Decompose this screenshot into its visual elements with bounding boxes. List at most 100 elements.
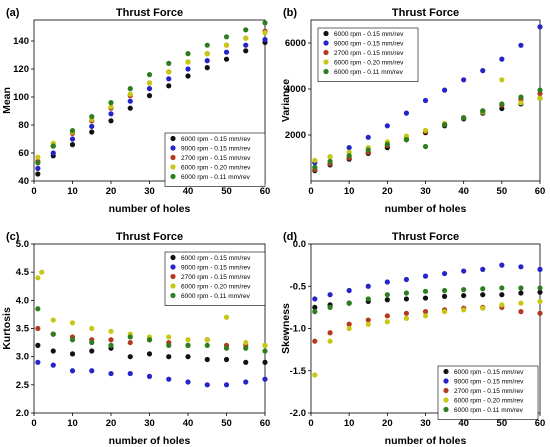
x-tick-label: 50 [221,186,232,197]
data-point [346,287,352,294]
y-tick-label: 80 [18,120,29,131]
data-point [243,379,249,385]
data-point [346,321,352,327]
legend-label: 9000 rpm - 0.15 mm/rev [334,41,404,48]
x-tick-label: 60 [260,186,271,197]
data-point [499,56,505,62]
data-point [441,270,448,277]
x-tick-label: 40 [183,418,194,429]
data-point [89,348,95,354]
data-point [403,315,410,321]
data-point [89,114,95,120]
series-0 [35,342,268,365]
data-point [50,317,56,323]
legend: 6000 rpm - 0.15 mm/rev 9000 rpm - 0.15 mm… [164,132,266,187]
data-point [50,331,56,337]
data-point [166,76,172,82]
data-point [461,287,467,293]
data-point [480,68,486,74]
data-point [537,266,543,272]
x-tick-label: 0 [31,418,36,429]
data-point [127,86,133,92]
x-tick-label: 30 [144,186,155,197]
y-tick-label: 4.0 [16,295,29,306]
data-point [327,292,333,298]
legend-marker [323,49,329,56]
data-point [518,42,524,48]
data-point [50,362,56,368]
data-point [108,337,114,343]
data-point [223,382,230,388]
x-tick-label: 40 [458,186,469,197]
data-point [480,266,486,272]
data-point [461,115,467,121]
x-tick-label: 50 [497,186,508,197]
x-tick-label: 30 [420,418,431,429]
data-point [243,359,249,365]
data-point [223,49,230,55]
legend-label: 9000 rpm - 0.15 mm/rev [454,379,524,386]
x-tick-label: 10 [67,418,78,429]
data-point [35,275,41,281]
data-point [441,309,448,315]
legend-label: 6000 rpm - 0.20 mm/rev [181,284,251,291]
panel-label: (b) [283,7,297,19]
y-tick-label: 6000 [285,38,306,49]
data-point [185,354,191,360]
data-point [499,262,505,268]
data-point [127,334,133,340]
data-point [39,269,45,275]
legend-label: 9000 rpm - 0.15 mm/rev [181,265,251,272]
data-point [480,286,486,292]
data-point [461,77,467,83]
legend-label: 6000 rpm - 0.15 mm/rev [181,136,251,143]
data-point [499,302,505,308]
y-tick-label: 60 [18,148,29,159]
x-tick-label: 30 [420,186,431,197]
x-tick-label: 10 [67,186,78,197]
panel-label: (a) [6,7,20,19]
panel-3: (d) Thrust Force 0 10 20 30 40 50 60 -2.0 -1.5 -1.0… [280,231,545,447]
data-point [365,147,371,153]
data-point [384,279,390,285]
y-tick-label: -2.0 [290,408,306,419]
x-tick-label: 40 [183,186,194,197]
data-point [69,337,76,343]
data-point [69,136,76,142]
legend: 6000 rpm - 0.15 mm/rev 9000 rpm - 0.15 mm… [317,27,419,82]
legend-marker [170,254,176,261]
data-point [312,304,318,310]
data-point [35,165,41,171]
data-point [422,313,429,319]
data-point [384,297,390,303]
data-point [441,287,448,294]
data-point [35,306,41,312]
y-tick-label: 40 [18,176,29,187]
y-tick-label: 2.5 [16,380,30,391]
data-point [35,359,41,365]
legend-marker [170,264,176,270]
x-axis-label: number of holes [385,435,467,447]
legend-marker [170,283,176,289]
legend-marker [170,154,176,161]
data-point [384,292,390,298]
data-point [403,296,410,302]
data-point [146,93,153,99]
x-tick-label: 50 [497,418,508,429]
data-point [262,29,268,36]
data-point [461,307,467,313]
legend-marker [323,68,329,75]
data-point [166,334,172,340]
data-point [50,348,56,354]
panel-2: (c) Thrust Force 0 10 20 30 40 50 60 2.0 2.5 3.0 3.5… [1,231,270,447]
legend-box [437,365,539,420]
legend-label: 6000 rpm - 0.11 mm/rev [334,69,404,76]
series-0 [312,95,543,174]
data-point [441,87,448,93]
data-point [346,145,352,151]
legend-marker [170,273,176,280]
data-point [223,356,230,363]
data-point [243,339,249,346]
data-point [204,42,210,48]
data-point [537,289,543,295]
